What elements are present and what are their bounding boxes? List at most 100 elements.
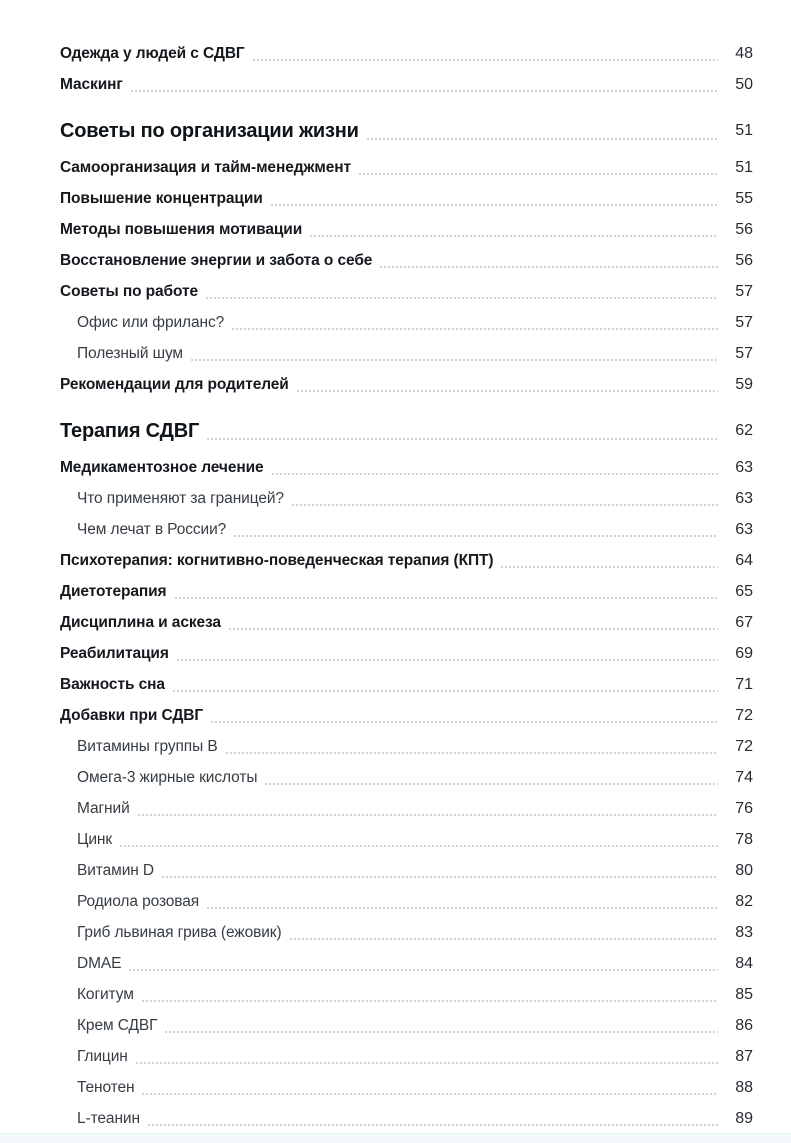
toc-entry-item[interactable]: Важность сна 71: [60, 669, 753, 700]
toc-entry-page: 86: [735, 1016, 753, 1034]
toc-entry-title: Рекомендации для родителей: [60, 375, 289, 393]
toc-entry-item[interactable]: Медикаментозное лечение 63: [60, 452, 753, 483]
toc-entry-title: Советы по работе: [60, 282, 199, 300]
toc-entry-page: 57: [735, 282, 753, 300]
toc-entry-page: 57: [735, 313, 753, 331]
toc-entry-page: 63: [735, 489, 753, 507]
dotted-leader: [210, 700, 718, 731]
toc-entry-page: 56: [735, 220, 753, 238]
toc-entry-title: Медикаментозное лечение: [60, 458, 264, 476]
toc-entry-title: Реабилитация: [60, 644, 169, 662]
toc-entry-sub[interactable]: Что применяют за границей? 63: [60, 483, 753, 514]
toc-entry-page: 51: [735, 158, 753, 176]
dotted-leader: [224, 731, 718, 762]
toc-entry-page: 65: [735, 582, 753, 600]
dotted-leader: [288, 917, 718, 948]
toc-entry-page: 48: [735, 44, 753, 62]
toc-entry-title: Омега-3 жирные кислоты: [77, 768, 258, 786]
toc-entry-title: Дисциплина и аскеза: [60, 613, 221, 631]
toc-entry-item[interactable]: Самоорганизация и тайм-менеджмент 51: [60, 152, 753, 183]
toc-entry-item[interactable]: Реабилитация 69: [60, 638, 753, 669]
toc-entry-sub[interactable]: Когитум 85: [60, 979, 753, 1010]
toc-entry-page: 82: [735, 892, 753, 910]
toc-entry-page: 72: [735, 706, 753, 724]
toc-entry-item[interactable]: Дисциплина и аскеза 67: [60, 607, 753, 638]
toc-entry-title: Тенотен: [77, 1078, 135, 1096]
toc-entry-item[interactable]: Восстановление энергии и забота о себе 5…: [60, 245, 753, 276]
dotted-leader: [309, 214, 718, 245]
dotted-leader: [189, 338, 718, 369]
toc-entry-sub[interactable]: Витамины группы B 72: [60, 731, 753, 762]
toc-entry-item[interactable]: Диетотерапия 65: [60, 576, 753, 607]
dotted-leader: [379, 245, 718, 276]
toc-entry-sub[interactable]: Цинк 78: [60, 824, 753, 855]
toc-entry-title: Полезный шум: [77, 344, 183, 362]
toc-entry-page: 56: [735, 251, 753, 269]
toc-entry-page: 59: [735, 375, 753, 393]
toc-entry-sub[interactable]: Офис или фриланс? 57: [60, 307, 753, 338]
toc-entry-title: Витамины группы B: [77, 737, 218, 755]
toc-entry-sub[interactable]: Полезный шум 57: [60, 338, 753, 369]
toc-entry-page: 87: [735, 1047, 753, 1065]
toc-entry-title: Крем СДВГ: [77, 1016, 158, 1034]
dotted-leader: [227, 607, 718, 638]
dotted-leader: [365, 112, 718, 150]
toc-entry-h1[interactable]: Терапия СДВГ 62: [60, 412, 753, 450]
toc-entry-sub[interactable]: Гриб львиная грива (ежовик) 83: [60, 917, 753, 948]
toc-entry-title: Маскинг: [60, 75, 123, 93]
toc-entry-item[interactable]: Повышение концентрации 55: [60, 183, 753, 214]
toc-entry-title: Когитум: [77, 985, 134, 1003]
toc-entry-item[interactable]: Рекомендации для родителей 59: [60, 369, 753, 400]
dotted-leader: [128, 948, 718, 979]
toc-entry-item[interactable]: Методы повышения мотивации 56: [60, 214, 753, 245]
toc-entry-title: Витамин D: [77, 861, 155, 879]
toc-entry-title: Чем лечат в России?: [77, 520, 227, 538]
toc-entry-h1[interactable]: Советы по организации жизни 51: [60, 112, 753, 150]
page-bottom-strip: [0, 1133, 791, 1143]
toc-entry-title: Терапия СДВГ: [60, 419, 200, 442]
toc-entry-sub[interactable]: L-теанин 89: [60, 1103, 753, 1134]
toc-entry-page: 63: [735, 520, 753, 538]
dotted-leader: [251, 38, 718, 69]
dotted-leader: [146, 1103, 718, 1134]
toc-entry-item[interactable]: Добавки при СДВГ 72: [60, 700, 753, 731]
toc-entry-page: 88: [735, 1078, 753, 1096]
toc-entry-title: Методы повышения мотивации: [60, 220, 303, 238]
toc-entry-page: 51: [735, 122, 753, 139]
toc-entry-page: 62: [735, 422, 753, 439]
toc-entry-sub[interactable]: Родиола розовая 82: [60, 886, 753, 917]
toc-entry-title: Добавки при СДВГ: [60, 706, 204, 724]
toc-entry-sub[interactable]: DMAE 84: [60, 948, 753, 979]
toc-entry-page: 78: [735, 830, 753, 848]
toc-entry-page: 83: [735, 923, 753, 941]
toc-entry-sub[interactable]: Глицин 87: [60, 1041, 753, 1072]
toc-entry-item[interactable]: Советы по работе 57: [60, 276, 753, 307]
toc-entry-page: 64: [735, 551, 753, 569]
toc-entry-title: Гриб львиная грива (ежовик): [77, 923, 282, 941]
toc-entry-title: Цинк: [77, 830, 113, 848]
toc-entry-sub[interactable]: Чем лечат в России? 63: [60, 514, 753, 545]
toc-entry-sub[interactable]: Магний 76: [60, 793, 753, 824]
toc-entry-title: Магний: [77, 799, 130, 817]
dotted-leader: [161, 855, 718, 886]
dotted-leader: [205, 276, 718, 307]
toc-entry-item[interactable]: Маскинг 50: [60, 69, 753, 100]
toc-entry-page: 80: [735, 861, 753, 879]
dotted-leader: [164, 1010, 718, 1041]
toc-entry-sub[interactable]: Тенотен 88: [60, 1072, 753, 1103]
toc-entry-sub[interactable]: Омега-3 жирные кислоты 74: [60, 762, 753, 793]
toc-entry-sub[interactable]: Крем СДВГ 86: [60, 1010, 753, 1041]
toc-entry-title: Что применяют за границей?: [77, 489, 284, 507]
dotted-leader: [290, 483, 718, 514]
toc-entry-item[interactable]: Психотерапия: когнитивно-поведенческая т…: [60, 545, 753, 576]
toc-entry-sub[interactable]: Витамин D 80: [60, 855, 753, 886]
dotted-leader: [140, 979, 718, 1010]
toc-entry-title: DMAE: [77, 954, 122, 972]
toc-entry-page: 69: [735, 644, 753, 662]
toc-entry-item[interactable]: Одежда у людей с СДВГ 48: [60, 38, 753, 69]
toc-entry-title: Восстановление энергии и забота о себе: [60, 251, 373, 269]
toc-entry-title: Повышение концентрации: [60, 189, 263, 207]
toc-entry-page: 63: [735, 458, 753, 476]
toc-entry-page: 85: [735, 985, 753, 1003]
dotted-leader: [136, 793, 718, 824]
